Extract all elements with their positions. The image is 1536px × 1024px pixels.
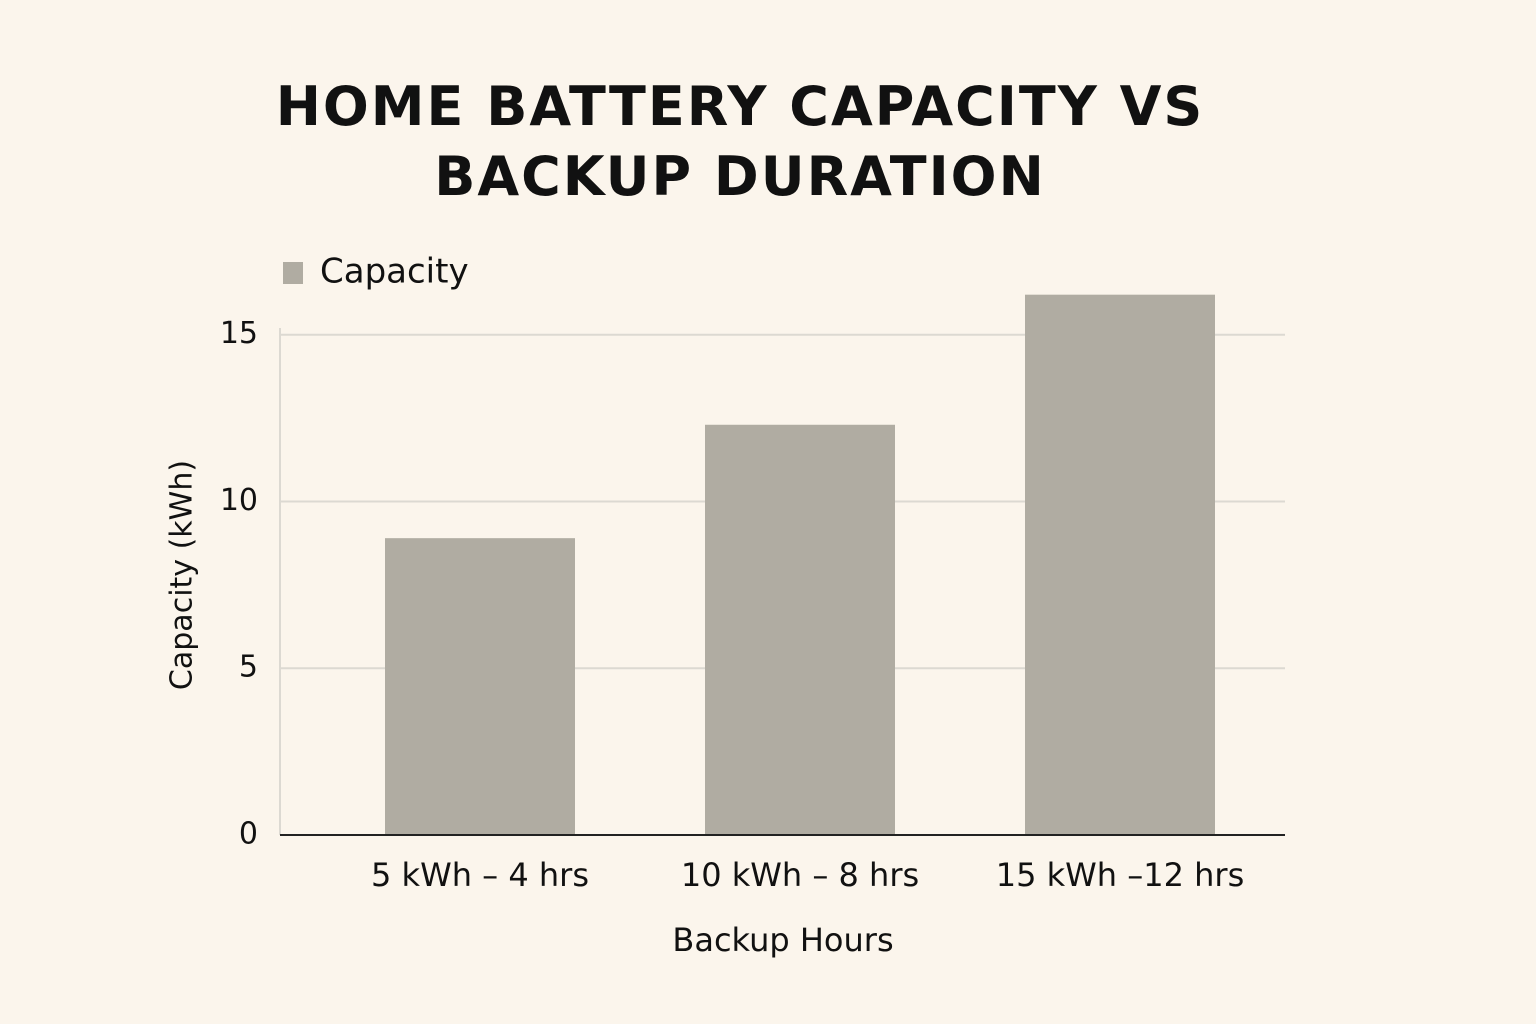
y-tick-label: 5 [239,650,258,685]
x-tick-label: 15 kWh –12 hrs [996,856,1245,894]
bar [1025,294,1215,835]
y-tick-label: 15 [220,316,258,351]
y-tick-label: 10 [220,483,258,518]
bar [705,424,895,835]
legend-swatch [283,262,303,284]
x-tick-label: 5 kWh – 4 hrs [371,856,589,894]
x-axis-label: Backup Hours [672,921,893,959]
legend-label: Capacity [320,252,469,292]
chart-title: HOME BATTERY CAPACITY VS BACKUP DURATION [275,75,1205,208]
bar [385,538,575,835]
y-axis-label: Capacity (kWh) [165,460,200,690]
y-tick-label: 0 [239,817,258,852]
x-tick-label: 10 kWh – 8 hrs [681,856,919,894]
